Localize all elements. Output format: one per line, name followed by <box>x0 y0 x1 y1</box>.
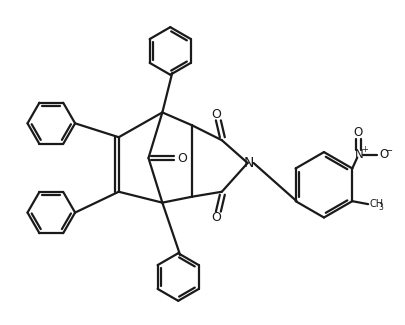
Text: O: O <box>378 148 387 161</box>
Text: N: N <box>354 148 363 161</box>
Text: O: O <box>211 108 220 121</box>
Text: O: O <box>353 126 362 139</box>
Text: +: + <box>360 145 367 154</box>
Text: O: O <box>177 151 187 164</box>
Text: CH: CH <box>368 199 382 209</box>
Text: 3: 3 <box>378 202 383 212</box>
Text: −: − <box>384 146 392 156</box>
Text: N: N <box>243 156 253 170</box>
Text: O: O <box>211 211 220 224</box>
